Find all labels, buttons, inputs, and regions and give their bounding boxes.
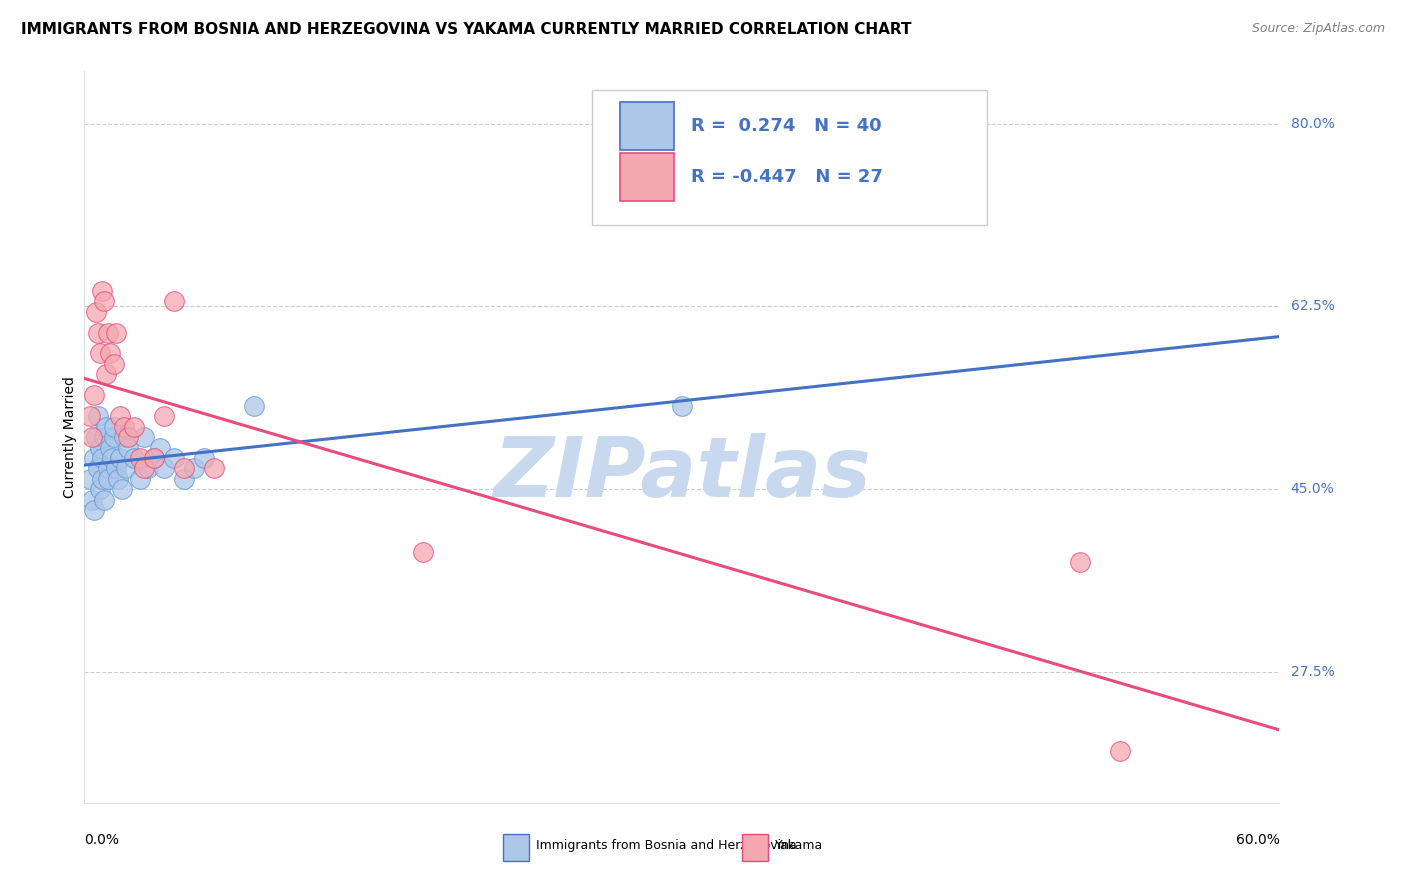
- Point: [193, 450, 215, 465]
- Point: [112, 430, 135, 444]
- Point: [103, 357, 125, 371]
- Point: [103, 419, 125, 434]
- Point: [129, 450, 152, 465]
- Point: [97, 326, 120, 340]
- Point: [112, 419, 135, 434]
- Text: 45.0%: 45.0%: [1291, 483, 1334, 496]
- Point: [105, 326, 128, 340]
- Point: [122, 419, 145, 434]
- Point: [79, 472, 101, 486]
- Point: [242, 399, 264, 413]
- Point: [83, 503, 105, 517]
- Point: [129, 472, 152, 486]
- Point: [89, 483, 111, 497]
- Point: [110, 409, 132, 424]
- Point: [122, 450, 145, 465]
- FancyBboxPatch shape: [620, 102, 673, 150]
- Text: R = -0.447   N = 27: R = -0.447 N = 27: [692, 169, 883, 186]
- Point: [96, 368, 118, 382]
- Point: [87, 409, 110, 424]
- Point: [97, 461, 120, 475]
- Point: [132, 430, 156, 444]
- Point: [412, 545, 434, 559]
- Point: [98, 346, 121, 360]
- Point: [93, 294, 115, 309]
- Point: [87, 326, 110, 340]
- FancyBboxPatch shape: [503, 833, 529, 862]
- Text: 0.0%: 0.0%: [84, 833, 120, 847]
- Point: [83, 450, 105, 465]
- Point: [83, 388, 105, 402]
- Point: [163, 294, 186, 309]
- Text: ZIPatlas: ZIPatlas: [494, 434, 870, 514]
- Point: [82, 430, 104, 444]
- Point: [105, 461, 128, 475]
- Point: [149, 441, 172, 455]
- Point: [89, 441, 111, 455]
- Point: [103, 430, 125, 444]
- Point: [117, 430, 139, 444]
- Point: [93, 492, 115, 507]
- Point: [115, 461, 138, 475]
- Text: IMMIGRANTS FROM BOSNIA AND HERZEGOVINA VS YAKAMA CURRENTLY MARRIED CORRELATION C: IMMIGRANTS FROM BOSNIA AND HERZEGOVINA V…: [21, 22, 911, 37]
- Text: R =  0.274   N = 40: R = 0.274 N = 40: [692, 117, 882, 136]
- FancyBboxPatch shape: [742, 833, 768, 862]
- Point: [89, 346, 111, 360]
- Text: 60.0%: 60.0%: [1236, 833, 1279, 847]
- Point: [153, 409, 176, 424]
- Point: [82, 492, 104, 507]
- Point: [1069, 556, 1091, 570]
- FancyBboxPatch shape: [592, 90, 987, 225]
- Point: [96, 419, 118, 434]
- Point: [1109, 743, 1132, 757]
- Point: [91, 284, 114, 298]
- Point: [202, 461, 225, 475]
- Point: [79, 409, 101, 424]
- Point: [93, 430, 115, 444]
- Point: [153, 461, 176, 475]
- Point: [86, 304, 108, 318]
- Point: [91, 472, 114, 486]
- Point: [163, 450, 186, 465]
- Point: [91, 450, 114, 465]
- Point: [173, 461, 195, 475]
- Y-axis label: Currently Married: Currently Married: [63, 376, 77, 498]
- Point: [110, 450, 132, 465]
- Point: [173, 472, 195, 486]
- Point: [136, 461, 159, 475]
- Point: [132, 461, 156, 475]
- Point: [107, 472, 129, 486]
- Text: 62.5%: 62.5%: [1291, 300, 1334, 313]
- Point: [97, 472, 120, 486]
- FancyBboxPatch shape: [620, 153, 673, 201]
- Text: Yakama: Yakama: [775, 838, 824, 852]
- Text: Immigrants from Bosnia and Herzegovina: Immigrants from Bosnia and Herzegovina: [536, 838, 797, 852]
- Point: [143, 450, 166, 465]
- Point: [183, 461, 205, 475]
- Point: [86, 430, 108, 444]
- Text: 80.0%: 80.0%: [1291, 117, 1334, 130]
- Point: [143, 450, 166, 465]
- Point: [111, 483, 134, 497]
- Point: [101, 450, 124, 465]
- Text: 27.5%: 27.5%: [1291, 665, 1334, 679]
- Point: [98, 441, 121, 455]
- Point: [671, 399, 693, 413]
- Point: [87, 461, 110, 475]
- Text: Source: ZipAtlas.com: Source: ZipAtlas.com: [1251, 22, 1385, 36]
- Point: [117, 441, 139, 455]
